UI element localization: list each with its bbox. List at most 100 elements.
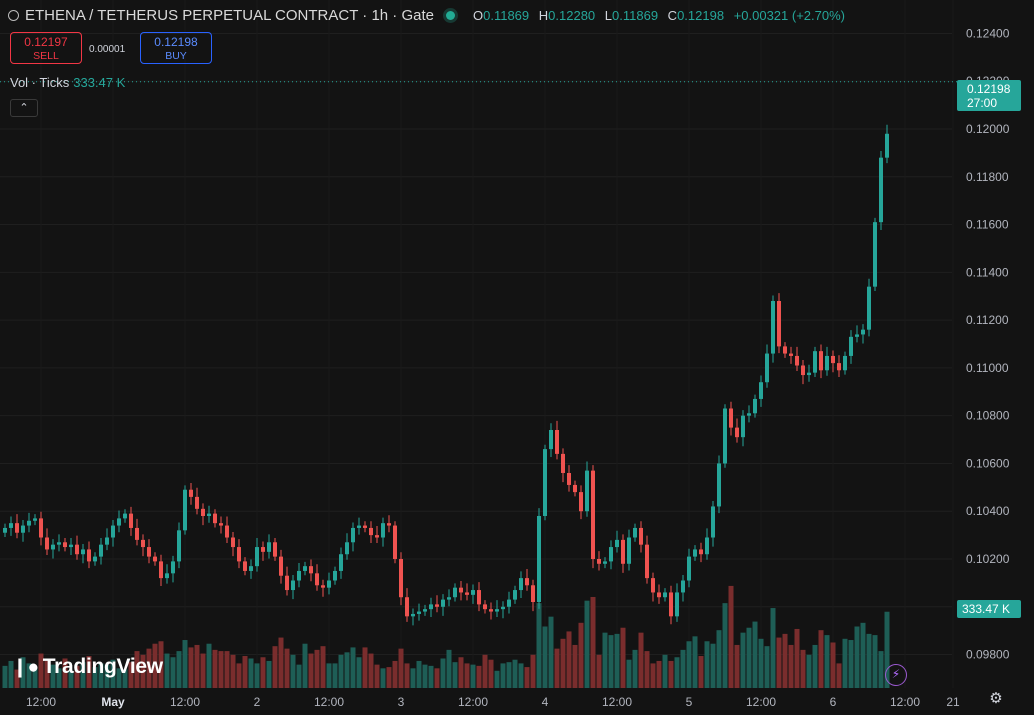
volume-bar [566, 631, 572, 688]
tradingview-logo[interactable]: ❙● TradingView [12, 655, 163, 679]
volume-bar [872, 635, 878, 688]
candle-body [27, 520, 31, 526]
candle-body [861, 329, 865, 335]
candle-body [411, 613, 415, 617]
volume-bar [602, 632, 608, 688]
candle-body [633, 527, 637, 538]
volume-bar [170, 657, 176, 688]
candle-body [129, 513, 133, 528]
candle-body [111, 525, 115, 538]
candle-body [105, 537, 109, 545]
candle-body [567, 473, 571, 485]
volume-bar [536, 603, 542, 688]
close-value: 0.12198 [677, 8, 725, 23]
candle-body [21, 525, 25, 533]
volume-bar [230, 654, 236, 688]
candle-body [75, 544, 79, 555]
candle-body [585, 470, 589, 512]
candle-body [663, 592, 667, 598]
volume-bar [242, 656, 248, 688]
volume-bar [818, 630, 824, 688]
volume-bar [314, 649, 320, 688]
candle-body [771, 301, 775, 354]
price-badge-countdown: 27:00 [967, 96, 997, 110]
volume-bar [800, 649, 806, 688]
volume-bar [482, 654, 488, 688]
volume-bar [440, 658, 446, 688]
collapse-legend-button[interactable]: ⌃ [10, 99, 38, 117]
candle-body [855, 334, 859, 337]
lightning-icon[interactable]: ⚡ [885, 664, 907, 686]
volume-bar [620, 627, 626, 688]
time-tick-label: 21 [946, 695, 960, 709]
market-open-icon [445, 11, 455, 20]
volume-bar [494, 670, 500, 688]
symbol-title[interactable]: ETHENA / TETHERUS PERPETUAL CONTRACT · 1… [25, 7, 434, 24]
time-tick-label: 12:00 [746, 695, 776, 709]
candle-body [183, 489, 187, 531]
price-axis[interactable]: 0.124000.122000.120000.118000.116000.114… [966, 26, 1010, 661]
volume-bar [632, 649, 638, 688]
candle-body [711, 506, 715, 538]
volume-bar [512, 659, 518, 688]
sell-button[interactable]: 0.12197 SELL [10, 32, 82, 64]
candle-body [807, 372, 811, 376]
volume-bar [80, 662, 86, 688]
volume-bar [404, 663, 410, 688]
candle-body [117, 518, 121, 526]
candle-body [471, 590, 475, 595]
price-gridlines [0, 32, 952, 656]
candle-body [603, 561, 607, 564]
candle-body [51, 544, 55, 550]
candle-body [201, 508, 205, 516]
candle-body [777, 301, 781, 347]
time-tick-label: 12:00 [170, 695, 200, 709]
volume-bar [692, 636, 698, 688]
candle-body [435, 604, 439, 607]
candle-body [147, 547, 151, 557]
volume-bar [296, 664, 302, 688]
candle-body [747, 413, 751, 416]
volume-badge: 333.47 K [957, 600, 1021, 618]
candle-body [513, 590, 517, 600]
candle-body [765, 353, 769, 383]
candle-body [327, 580, 331, 588]
volume-bar [116, 668, 122, 688]
candle-body [873, 222, 877, 287]
volume-bar [548, 616, 554, 688]
candle-body [243, 561, 247, 571]
candle-body [459, 587, 463, 593]
volume-bar [416, 660, 422, 688]
candle-body [837, 363, 841, 371]
candle-body [273, 542, 277, 557]
volume-bar [44, 660, 50, 688]
volume-bar [92, 667, 98, 688]
volume-bar [836, 663, 842, 688]
volume-bar [470, 664, 476, 688]
volume-bar [650, 663, 656, 688]
tradingview-mark-icon: ❙● [12, 657, 39, 678]
volume-bar [98, 663, 104, 688]
candle-body [135, 527, 139, 540]
candle-body [801, 365, 805, 376]
price-tick-label: 0.12000 [966, 122, 1010, 136]
candle-body [267, 542, 271, 552]
volume-bar [224, 651, 230, 688]
volume-legend[interactable]: Vol · Ticks 333.47 K [10, 75, 125, 90]
buy-price: 0.12198 [154, 35, 198, 49]
gear-icon[interactable]: ⚙ [989, 690, 1003, 707]
candle-body [387, 523, 391, 526]
volume-bar [188, 647, 194, 688]
volume-bar [422, 664, 428, 688]
candle-body [681, 580, 685, 593]
candle-body [489, 609, 493, 612]
volume-bar [374, 664, 380, 688]
candle-body [141, 539, 145, 548]
volume-bar [524, 667, 530, 688]
candle-body [363, 525, 367, 528]
time-axis[interactable]: 12:00 May 12:00 2 12:00 3 12:00 4 12:00 5 12:00 6 12… [26, 695, 960, 709]
buy-button[interactable]: 0.12198 BUY [140, 32, 212, 64]
volume-bar [782, 633, 788, 688]
volume-bars [2, 585, 890, 688]
